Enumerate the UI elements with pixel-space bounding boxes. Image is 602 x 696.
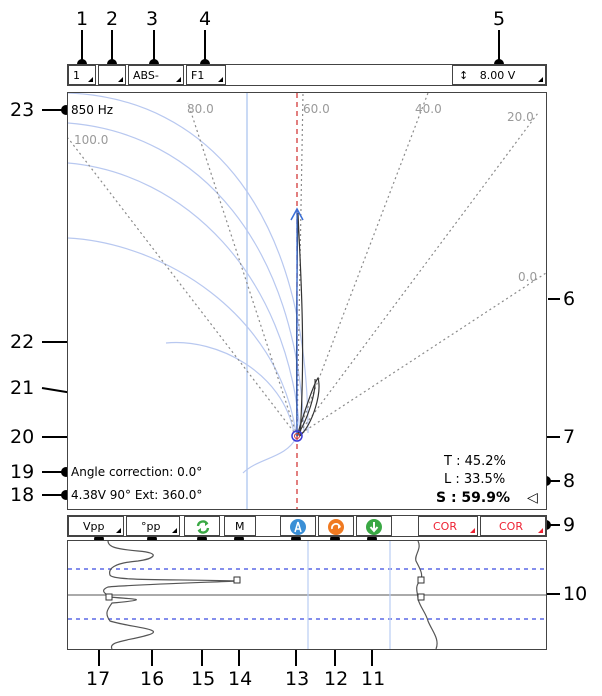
- callout-12: 12: [324, 668, 349, 690]
- scale-value: 8.00 V: [479, 69, 516, 82]
- refresh-icon: [196, 520, 210, 534]
- dropdown-indicator-icon: [538, 77, 543, 82]
- m-button[interactable]: M: [224, 516, 256, 536]
- callout-6: 6: [563, 288, 576, 310]
- callout-16: 16: [140, 668, 165, 690]
- callout-4: 4: [199, 8, 212, 30]
- callout-15: 15: [191, 668, 216, 690]
- arrow-head-icon: [290, 207, 304, 221]
- compass-button[interactable]: [280, 516, 316, 536]
- filter-selector[interactable]: F1: [186, 65, 226, 85]
- angle-label-80: 80.0: [187, 102, 214, 116]
- angle-label-20: 20.0: [507, 110, 534, 124]
- impedance-plane[interactable]: [67, 92, 547, 510]
- strip-chart-graphics: [68, 541, 546, 649]
- marker-square: [417, 576, 425, 584]
- angle-correction-text: Angle correction: 0.0°: [71, 465, 203, 479]
- scale-selector[interactable]: ↕ 8.00 V: [452, 65, 546, 85]
- callout-13: 13: [285, 668, 310, 690]
- callout-5: 5: [493, 8, 506, 30]
- horizontal-trace: [415, 541, 438, 649]
- arrow-button[interactable]: [318, 516, 354, 536]
- bottom-toolbar: [67, 515, 547, 537]
- marker-square: [105, 593, 113, 601]
- compass-icon: [290, 519, 306, 535]
- callout-22: 22: [10, 331, 35, 353]
- s-marker-icon: ◁: [527, 490, 538, 506]
- refresh-button[interactable]: [184, 516, 220, 536]
- origin-marker: [291, 430, 303, 442]
- callout-20: 20: [10, 426, 35, 448]
- angle-label-0: 0.0: [518, 270, 538, 284]
- callout-9: 9: [563, 514, 576, 536]
- dropdown-indicator-icon: [172, 528, 177, 533]
- callout-19: 19: [10, 461, 35, 483]
- callout-18: 18: [10, 484, 35, 506]
- dropdown-indicator-icon: [470, 528, 475, 533]
- cor2-label: COR: [499, 520, 523, 533]
- callout-1: 1: [76, 8, 89, 30]
- reading-t: T : 45.2%: [444, 454, 506, 469]
- mode-value: ABS-: [133, 69, 159, 82]
- reading-l: L : 33.5%: [444, 472, 506, 487]
- vertical-trace: [103, 541, 239, 649]
- download-icon: [366, 519, 382, 535]
- frequency-readout: 850 Hz: [71, 103, 114, 117]
- origin-dot: [294, 433, 300, 439]
- callout-14: 14: [228, 668, 253, 690]
- dropdown-indicator-icon: [116, 528, 121, 533]
- degpp-selector[interactable]: °pp: [126, 516, 180, 536]
- angle-guides: [68, 93, 546, 437]
- callout-7: 7: [563, 426, 576, 448]
- channel-selector[interactable]: 1: [68, 65, 96, 85]
- angle-label-40: 40.0: [415, 102, 442, 116]
- arrow-icon: [328, 519, 344, 535]
- dropdown-indicator-icon: [218, 77, 223, 82]
- reading-s: S : 59.9%: [436, 490, 510, 506]
- dropdown-indicator-icon: [118, 77, 123, 82]
- callout-21: 21: [10, 377, 35, 399]
- cor-selector-2[interactable]: COR: [480, 516, 546, 536]
- callout-23: 23: [10, 99, 35, 121]
- dropdown-indicator-icon: [176, 77, 181, 82]
- slot2-selector[interactable]: [98, 65, 126, 85]
- top-toolbar: [67, 64, 547, 86]
- callout-11: 11: [361, 668, 386, 690]
- vpp-label: Vpp: [83, 520, 105, 533]
- callout-3: 3: [146, 8, 159, 30]
- impedance-plane-graphics: [68, 93, 546, 509]
- angle-label-100: 100.0: [74, 133, 109, 147]
- vertical-arrows-icon: ↕: [459, 69, 469, 82]
- angle-label-60: 60.0: [303, 102, 330, 116]
- marker-square: [417, 593, 425, 601]
- dropdown-indicator-icon: [88, 77, 93, 82]
- channel-value: 1: [73, 69, 80, 82]
- callout-10: 10: [563, 583, 588, 605]
- callout-17: 17: [86, 668, 111, 690]
- cor-selector-1[interactable]: COR: [418, 516, 478, 536]
- callout-2: 2: [106, 8, 119, 30]
- marker-square: [233, 576, 241, 584]
- status-line: 4.38V 90° Ext: 360.0°: [71, 488, 203, 502]
- dropdown-indicator-icon: [538, 528, 543, 533]
- degpp-label: °pp: [141, 520, 161, 533]
- vpp-selector[interactable]: Vpp: [68, 516, 124, 536]
- lift-off-curves: [68, 93, 309, 474]
- download-button[interactable]: [356, 516, 392, 536]
- m-label: M: [235, 520, 245, 533]
- filter-value: F1: [191, 69, 205, 82]
- signal-trace: [295, 212, 320, 437]
- cor1-label: COR: [433, 520, 457, 533]
- callout-8: 8: [563, 470, 576, 492]
- mode-selector[interactable]: ABS-: [128, 65, 184, 85]
